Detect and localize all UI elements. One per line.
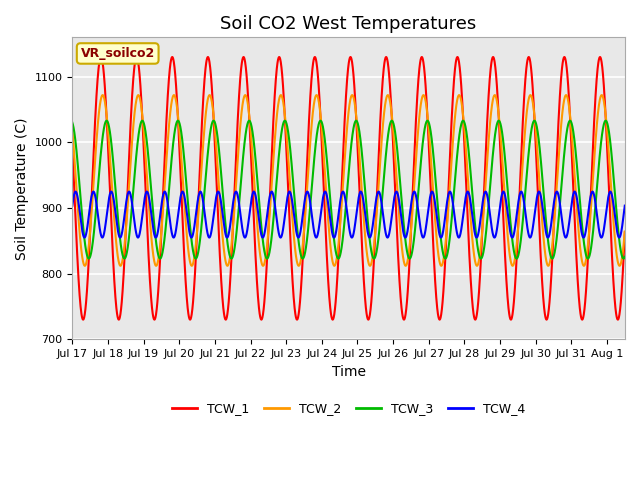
TCW_4 (332, 233, 339, 239)
TCW_2 (604, 141, 612, 146)
TCW_2 (577, 249, 584, 255)
TCW_3 (68, 120, 76, 125)
TCW_3 (305, 216, 313, 222)
TCW_1 (621, 229, 628, 235)
TCW_2 (305, 156, 313, 161)
TCW_4 (470, 225, 478, 231)
Legend: TCW_1, TCW_2, TCW_3, TCW_4: TCW_1, TCW_2, TCW_3, TCW_4 (166, 397, 531, 420)
TCW_3 (621, 254, 628, 260)
TCW_1 (332, 305, 339, 311)
Title: Soil CO2 West Temperatures: Soil CO2 West Temperatures (220, 15, 477, 33)
TCW_4 (577, 223, 584, 229)
TCW_2 (68, 127, 76, 132)
TCW_2 (332, 262, 339, 268)
TCW_2 (81, 263, 89, 269)
TCW_4 (301, 198, 308, 204)
TCW_3 (332, 245, 339, 251)
TCW_3 (577, 206, 584, 212)
TCW_1 (604, 166, 612, 172)
TCW_2 (470, 251, 478, 257)
TCW_1 (301, 214, 308, 220)
TCW_3 (85, 256, 93, 262)
TCW_4 (621, 203, 628, 208)
Y-axis label: Soil Temperature (C): Soil Temperature (C) (15, 117, 29, 260)
TCW_1 (577, 312, 584, 317)
Line: TCW_3: TCW_3 (72, 120, 625, 259)
TCW_4 (72, 189, 79, 194)
TCW_1 (68, 142, 76, 147)
TCW_2 (99, 92, 106, 98)
TCW_4 (305, 193, 313, 199)
X-axis label: Time: Time (332, 365, 365, 379)
TCW_3 (604, 124, 612, 130)
TCW_1 (79, 317, 87, 323)
Line: TCW_1: TCW_1 (72, 57, 625, 320)
TCW_2 (621, 228, 628, 234)
Line: TCW_4: TCW_4 (72, 192, 625, 238)
Text: VR_soilco2: VR_soilco2 (81, 47, 155, 60)
TCW_2 (301, 220, 308, 226)
TCW_3 (301, 252, 308, 257)
TCW_4 (81, 235, 88, 240)
TCW_4 (68, 203, 76, 208)
TCW_1 (97, 54, 105, 60)
Line: TCW_2: TCW_2 (72, 95, 625, 266)
TCW_4 (604, 195, 612, 201)
TCW_1 (470, 313, 478, 319)
TCW_1 (305, 116, 313, 121)
TCW_3 (470, 210, 478, 216)
TCW_3 (103, 118, 111, 123)
